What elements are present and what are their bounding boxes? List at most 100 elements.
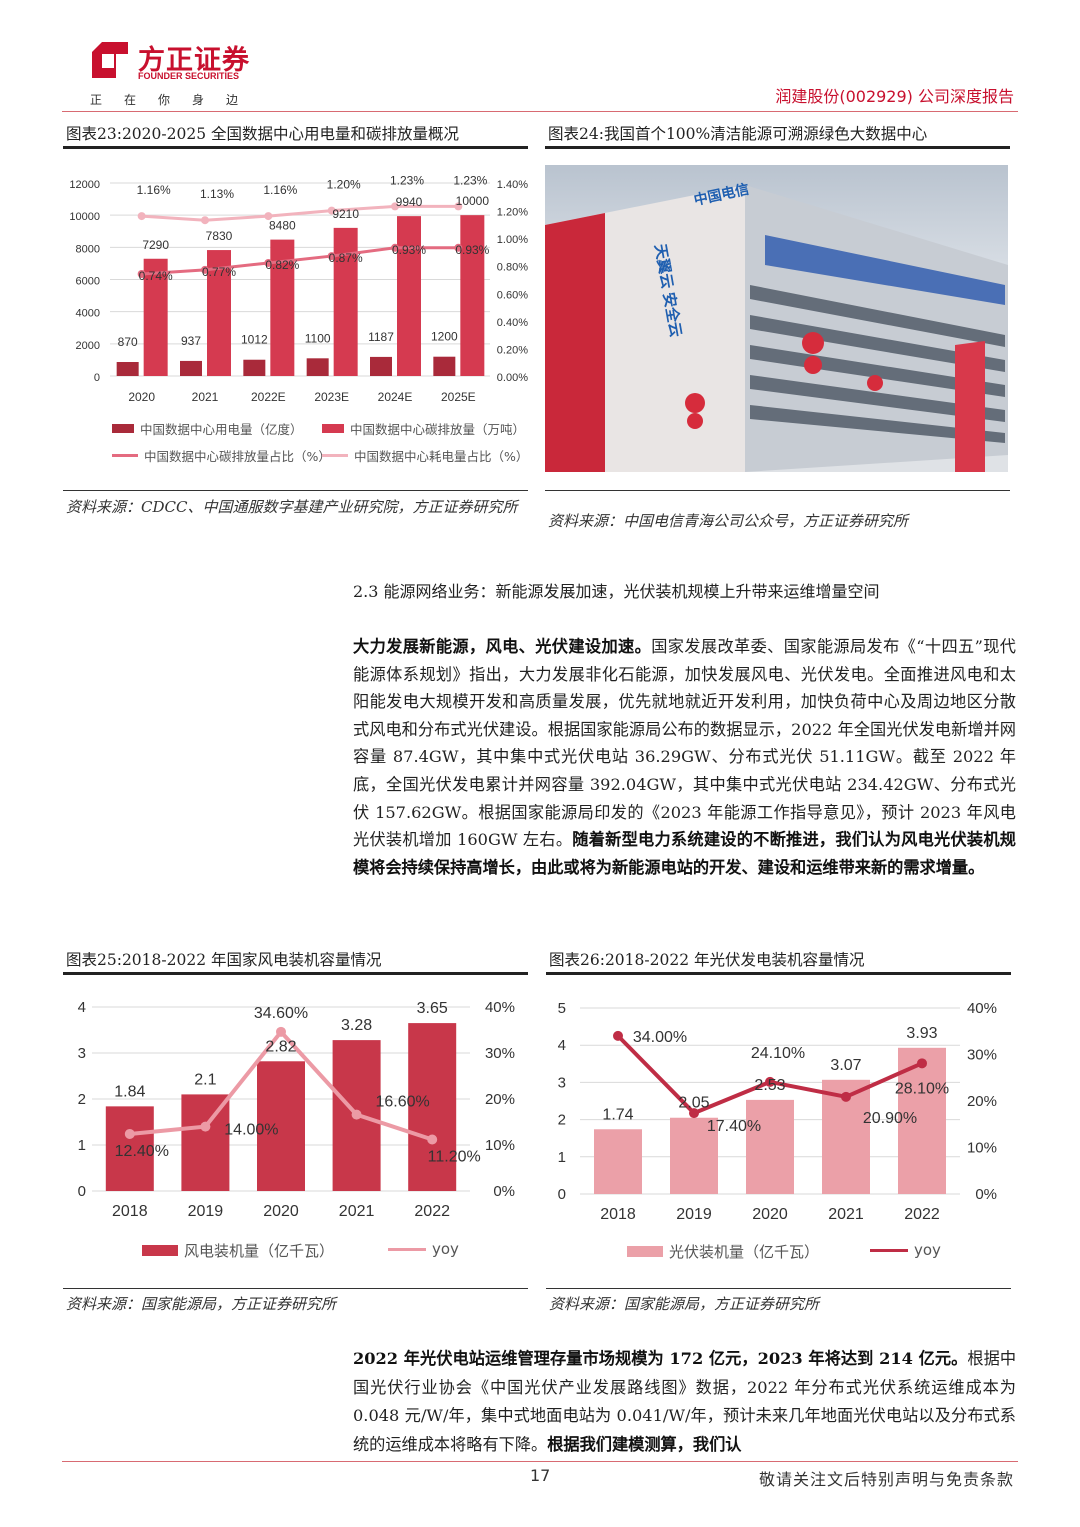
y-tick-label: 10000 [69, 211, 100, 223]
paragraph-lead: 2022 年光伏电站运维管理存量市场规模为 172 亿元，2023 年将达到 2… [353, 1349, 968, 1368]
bar [116, 362, 139, 376]
y-tick-label: 4000 [76, 308, 100, 320]
logo-text: 方正证券 [138, 45, 250, 76]
line-marker [917, 1058, 927, 1069]
y-tick-label: 12000 [69, 179, 100, 191]
bar [397, 216, 421, 376]
fig25-source: 资料来源：国家能源局，方正证券研究所 [66, 1295, 337, 1313]
x-tick-label: 2022 [414, 1203, 450, 1220]
bar-value-label: 2.82 [265, 1038, 296, 1055]
fig23-source-rule [63, 490, 528, 491]
y2-tick-label: 0.80% [497, 262, 528, 274]
bar-value-label: 1100 [305, 331, 331, 345]
y-tick-label: 4 [558, 1037, 566, 1054]
y-tick-label: 0 [94, 372, 100, 384]
fig26-legend-item: yoy [870, 1241, 941, 1259]
line-marker [264, 258, 273, 267]
line-value-label: 34.60% [254, 1005, 308, 1022]
fig23-title: 图表23:2020-2025 全国数据中心用电量和碳排放量概况 [66, 125, 460, 143]
y-tick-label: 4 [78, 999, 86, 1016]
bar-value-label: 1012 [241, 333, 268, 347]
y2-tick-label: 0.40% [497, 317, 528, 329]
bar [594, 1129, 642, 1194]
line-marker [613, 1030, 623, 1041]
bar-value-label: 937 [181, 334, 201, 348]
y2-tick-label: 0.00% [497, 372, 528, 384]
x-tick-label: 2018 [112, 1203, 148, 1220]
bar-value-label: 2.1 [194, 1071, 216, 1088]
x-tick-label: 2020 [263, 1203, 299, 1220]
bar [370, 356, 392, 376]
bar [898, 1047, 946, 1194]
y-tick-label: 3 [78, 1045, 86, 1062]
line-value-label: 24.10% [751, 1045, 805, 1062]
fig23-source: 资料来源：CDCC、中国通服数字基建产业研究院，方正证券研究所 [66, 498, 518, 516]
line-marker [264, 212, 273, 221]
bar-value-label: 1.84 [114, 1083, 145, 1100]
fig24-source: 资料来源：中国电信青海公司公众号，方正证券研究所 [548, 512, 909, 530]
x-tick-label: 2023E [314, 390, 349, 404]
line-value-label: 16.60% [375, 1094, 429, 1111]
bar [670, 1117, 718, 1194]
bar-value-label: 10000 [456, 194, 490, 208]
disclaimer-note: 敬请关注文后特别声明与免责条款 [758, 1470, 1014, 1489]
line-value-label: 0.74% [139, 269, 173, 283]
y-tick-label: 0 [558, 1186, 566, 1203]
line-marker [454, 243, 463, 252]
bar-value-label: 3.65 [417, 1000, 448, 1017]
paragraph-body: 国家发展改革委、国家能源局发布《“十四五”现代能源体系规划》指出，大力发展非化石… [353, 637, 1016, 850]
y-tick-label: 0 [78, 1183, 86, 1200]
x-tick-label: 2019 [188, 1203, 224, 1220]
line-value-label: 17.40% [707, 1118, 761, 1135]
line-value-label: 0.87% [329, 251, 363, 265]
bar [243, 359, 266, 376]
y-tick-label: 2 [558, 1112, 566, 1129]
y-tick-label: 2 [78, 1091, 86, 1108]
line-value-label: 28.10% [895, 1080, 949, 1097]
line-marker [276, 1026, 286, 1037]
y2-tick-label: 1.20% [497, 207, 528, 219]
bar [306, 358, 329, 376]
series-line [141, 204, 459, 222]
fig23-title-rule [63, 146, 528, 149]
x-tick-label: 2021 [339, 1203, 375, 1220]
bar-value-label: 9210 [332, 207, 359, 221]
fig23-legend-item: 中国数据中心用电量（亿度） [112, 419, 303, 438]
paragraph-body: 根据中国光伏行业协会《中国光伏产业发展路线图》数据，2022 年分布式光伏系统运… [353, 1349, 1017, 1454]
y2-tick-label: 0.20% [497, 344, 528, 356]
x-tick-label: 2024E [378, 390, 413, 404]
y2-tick-label: 0% [975, 1186, 997, 1203]
bar [257, 1061, 305, 1191]
bar-value-label: 3.07 [830, 1057, 861, 1074]
fig24-title: 图表24:我国首个100%清洁能源可溯源绿色大数据中心 [548, 125, 928, 143]
bar [460, 215, 485, 376]
line-value-label: 0.82% [265, 258, 299, 272]
line-marker [765, 1076, 775, 1087]
fig25-legend-item: yoy [388, 1240, 459, 1258]
line-value-label: 1.16% [263, 183, 297, 197]
paragraph-conclusion: 随着新型电力系统建设的不断推进，我们认为风电光伏装机规模将会持续保持高增长，由此… [353, 830, 1016, 877]
fig26-title-rule [546, 972, 1011, 975]
line-value-label: 0.93% [392, 243, 426, 257]
fig23-legend-item: 中国数据中心碳排放量（万吨） [322, 419, 525, 438]
line-marker [427, 1134, 438, 1145]
bar [746, 1099, 794, 1194]
building-illustration: 天翼云 安全云 中国电信 [545, 181, 1008, 472]
paragraph-conclusion: 根据我们建模测算，我们认 [547, 1434, 742, 1454]
series-line [616, 1034, 923, 1116]
bar-value-label: 8480 [269, 219, 296, 233]
x-tick-label: 2021 [192, 390, 219, 404]
y-tick-label: 1 [78, 1137, 86, 1154]
y-tick-label: 3 [558, 1074, 566, 1091]
page-number: 17 [530, 1466, 551, 1485]
fig25-title: 图表25:2018-2022 年国家风电装机容量情况 [66, 951, 382, 969]
line-marker [454, 202, 463, 211]
y-tick-label: 8000 [76, 243, 100, 255]
y2-tick-label: 0% [493, 1183, 515, 1200]
data-center-photo: 天翼云 安全云 中国电信 [545, 165, 1008, 472]
fig25-legend-item: 风电装机量（亿千瓦） [142, 1240, 334, 1261]
line-value-label: 0.93% [455, 243, 489, 257]
x-tick-label: 2022E [251, 390, 286, 404]
bar [332, 1040, 381, 1191]
line-value-label: 11.20% [428, 1148, 481, 1165]
